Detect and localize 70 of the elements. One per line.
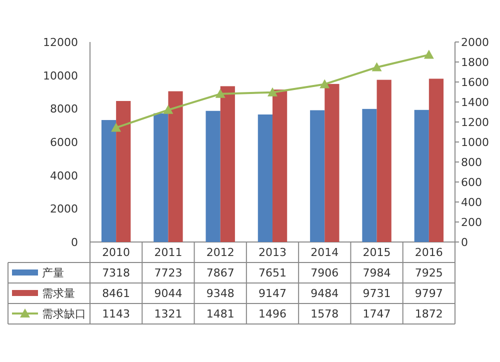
y-tick-label: 10000 <box>43 69 78 82</box>
y2-tick-label: 0 <box>461 236 468 249</box>
point <box>111 122 122 132</box>
bar <box>324 84 340 242</box>
data-label: 9484 <box>310 287 339 300</box>
y2-tick-label: 800 <box>461 156 482 169</box>
data-label: 9731 <box>362 287 391 300</box>
x-tick-label: 2013 <box>258 246 286 259</box>
x-tick-label: 2011 <box>154 246 182 259</box>
data-label: 7651 <box>258 266 286 280</box>
bar <box>362 108 377 242</box>
point <box>320 79 330 88</box>
data-label: 1481 <box>206 308 234 320</box>
data-label: 1321 <box>154 308 182 320</box>
y2-tick-label: 200 <box>461 216 482 229</box>
y2-tick-label: 2000 <box>461 36 489 49</box>
data-label: 7925 <box>414 266 443 280</box>
bar <box>206 110 220 242</box>
bar <box>376 80 392 242</box>
bar <box>414 110 429 242</box>
y2-tick-label: 1400 <box>461 96 489 109</box>
y2-tick-label: 1000 <box>461 136 489 149</box>
bar <box>272 90 288 242</box>
y-tick-label: 12000 <box>43 36 78 49</box>
y-tick-label: 8000 <box>50 102 78 116</box>
point <box>372 62 382 72</box>
y-tick-label: 2000 <box>50 202 78 216</box>
point <box>424 50 434 59</box>
bar <box>116 100 131 242</box>
data-label: 9797 <box>414 287 443 300</box>
data-label: 1496 <box>258 308 286 320</box>
point <box>268 87 278 96</box>
y2-tick-label: 400 <box>461 196 482 209</box>
data-label: 7318 <box>102 266 130 280</box>
legend-label: 产量 <box>42 266 64 280</box>
data-label: 1872 <box>414 308 443 320</box>
point <box>163 104 174 114</box>
bar <box>154 113 168 242</box>
y2-tick-label: 600 <box>461 176 482 189</box>
data-label: 9348 <box>206 287 234 300</box>
y2-tick-label: 1200 <box>461 116 489 129</box>
data-label: 7723 <box>154 266 182 280</box>
y-tick-label: 6000 <box>50 136 78 149</box>
legend-label: 需求缺口 <box>42 308 86 320</box>
data-label: 8461 <box>102 287 130 300</box>
x-tick-label: 2010 <box>102 246 130 259</box>
data-label: 1578 <box>310 308 339 320</box>
x-tick-label: 2015 <box>362 246 391 259</box>
x-tick-label: 2012 <box>206 246 234 259</box>
y2-tick-label: 1800 <box>461 56 489 69</box>
data-label: 1747 <box>362 308 391 320</box>
data-label: 9147 <box>258 287 286 300</box>
data-label: 9044 <box>154 287 182 300</box>
bar <box>101 120 116 242</box>
data-label: 1143 <box>102 308 130 320</box>
y-tick-label: 0 <box>71 236 78 249</box>
data-label: 7867 <box>206 266 234 280</box>
data-label: 7906 <box>310 266 339 280</box>
y-tick-label: 4000 <box>50 169 78 182</box>
bar <box>220 86 235 242</box>
data-label: 7984 <box>362 266 391 280</box>
bar <box>310 110 325 242</box>
legend-label: 需求量 <box>42 287 75 300</box>
x-tick-label: 2016 <box>414 246 443 259</box>
bar <box>428 78 444 242</box>
x-tick-label: 2014 <box>310 246 339 259</box>
y2-tick-label: 1600 <box>461 76 489 89</box>
bar <box>168 91 183 242</box>
bar <box>258 114 272 242</box>
point <box>215 88 226 98</box>
